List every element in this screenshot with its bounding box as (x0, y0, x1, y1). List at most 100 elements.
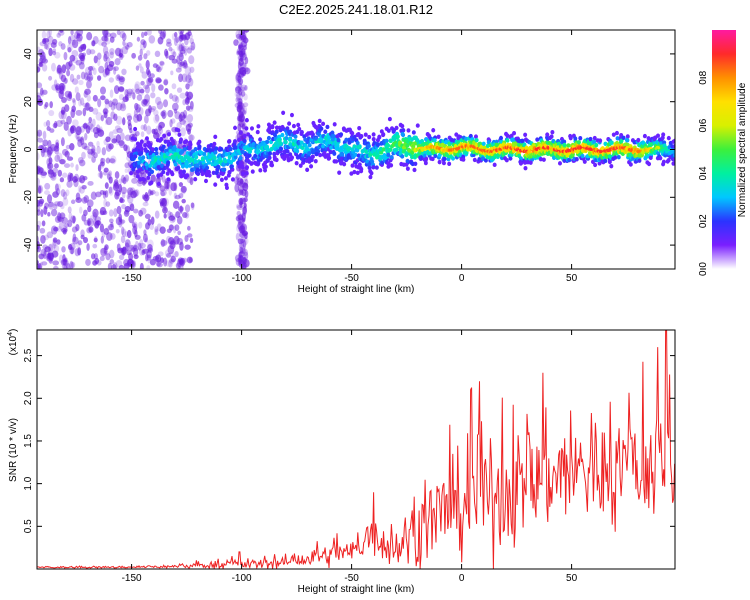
ridge-cell (178, 170, 183, 175)
ridge-cell (272, 151, 277, 157)
noise-cell (139, 246, 144, 256)
ridge-cell (144, 136, 149, 141)
noise-cell (101, 147, 107, 156)
noise-cell (239, 181, 246, 188)
noise-cell (240, 238, 248, 247)
noise-cell (106, 171, 112, 181)
noise-cell (237, 75, 242, 84)
noise-cell (132, 225, 138, 235)
ridge-cell (309, 164, 314, 169)
noise-cell (133, 254, 139, 260)
noise-cell (40, 234, 46, 244)
noise-cell (37, 98, 44, 107)
ridge-cell (344, 137, 349, 143)
noise-cell (61, 106, 66, 116)
noise-cell (71, 78, 79, 85)
noise-cell (116, 205, 122, 215)
noise-cell (110, 155, 117, 165)
noise-cell (51, 171, 56, 179)
noise-cell (37, 98, 44, 106)
noise-cell (115, 228, 120, 234)
noise-cell (150, 174, 156, 183)
noise-cell (118, 183, 122, 193)
ridge-cell (430, 156, 435, 162)
noise-cell (37, 137, 44, 143)
ridge-cell (413, 161, 418, 166)
ridge-cell (587, 151, 592, 156)
noise-cell (158, 30, 162, 35)
noise-cell (126, 193, 130, 200)
ridge-cell (524, 145, 529, 150)
noise-cell (103, 139, 108, 146)
noise-cell (84, 102, 91, 111)
noise-cell (66, 180, 73, 188)
noise-cell (87, 180, 94, 186)
ridge-cell (357, 162, 362, 167)
ridge-cell (381, 147, 386, 152)
ridge-cell (323, 129, 328, 134)
x-tick-label: -150 (122, 573, 142, 584)
noise-cell (70, 199, 76, 205)
noise-cell (63, 163, 71, 168)
ridge-cell (582, 159, 587, 164)
noise-cell (139, 238, 144, 248)
ridge-cell (379, 150, 384, 155)
noise-cell (147, 218, 152, 226)
ridge-cell (267, 155, 272, 160)
noise-cell (171, 94, 178, 102)
noise-cell (238, 250, 245, 257)
noise-cell (238, 112, 244, 118)
ridge-cell (255, 129, 260, 135)
noise-cell (127, 187, 134, 196)
noise-cell (116, 243, 121, 251)
ridge-cell (241, 171, 246, 176)
ridge-cell (149, 180, 154, 185)
noise-cell (108, 186, 114, 196)
noise-cell (177, 206, 184, 212)
noise-cell (121, 68, 127, 76)
ridge-cell (441, 160, 446, 166)
noise-cell (81, 214, 87, 222)
ridge-cell (139, 139, 144, 144)
noise-cell (139, 242, 146, 249)
noise-cell (115, 115, 123, 125)
ridge-cell (508, 156, 513, 161)
noise-cell (164, 87, 169, 95)
ridge-cell (609, 140, 614, 145)
noise-cell (117, 86, 125, 92)
ridge-cell (394, 147, 399, 152)
ridge-cell (176, 165, 181, 171)
ridge-cell (139, 146, 144, 151)
noise-cell (178, 193, 184, 199)
ridge-cell (615, 136, 620, 141)
noise-cell (49, 101, 53, 109)
ridge-cell (277, 137, 282, 143)
noise-cell (134, 102, 139, 111)
noise-cell (166, 38, 172, 45)
ridge-cell (512, 131, 517, 136)
ridge-cell (296, 122, 301, 128)
x-tick-label: -50 (344, 573, 359, 584)
noise-cell (71, 226, 78, 233)
noise-cell (74, 129, 81, 135)
ridge-cell (389, 163, 394, 168)
ridge-cell (144, 162, 149, 167)
noise-cell (164, 249, 170, 258)
noise-cell (180, 127, 186, 137)
noise-cell (37, 165, 41, 175)
noise-cell (146, 125, 152, 135)
noise-cell (75, 197, 83, 204)
y-tick-label: -40 (23, 237, 34, 252)
noise-cell (114, 179, 119, 184)
spectrogram-y-ticks: -40 -20 0 20 40 (23, 48, 675, 252)
noise-cell (67, 47, 72, 53)
noise-cell (109, 259, 115, 265)
noise-cell (97, 57, 101, 67)
colorbar-tick-label: 0.6 (698, 118, 709, 132)
noise-cell (120, 226, 125, 236)
noise-cell (118, 254, 125, 261)
ridge-cell (195, 167, 200, 172)
noise-cell (103, 39, 111, 45)
noise-cell (139, 66, 144, 74)
noise-cell (181, 212, 188, 219)
